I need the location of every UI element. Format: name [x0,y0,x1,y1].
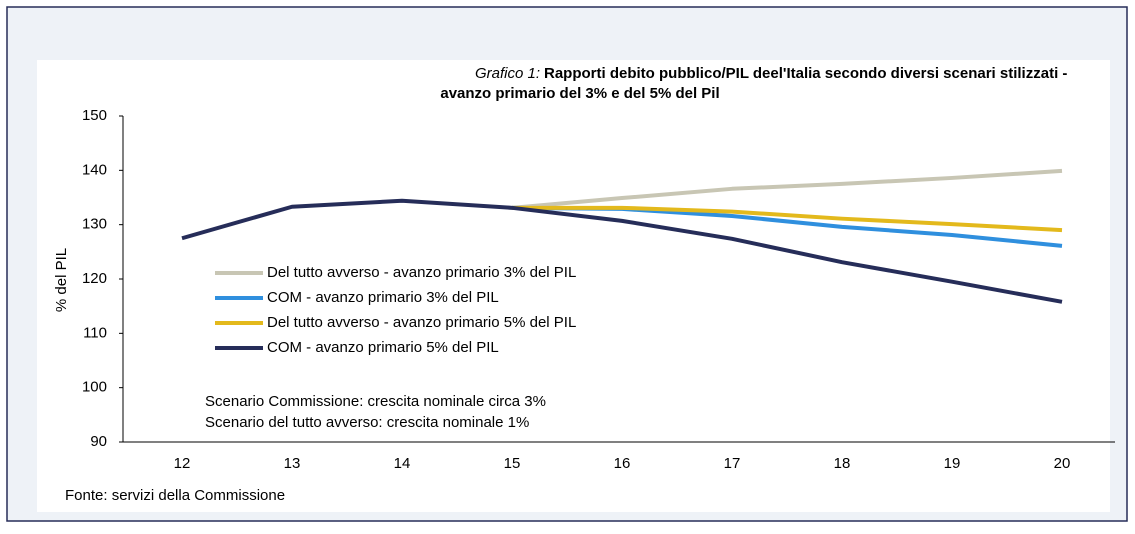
x-tick-label: 12 [174,455,191,472]
series-line [511,168,1063,210]
y-axis-label: % del PIL [53,248,70,312]
note: Scenario Commissione: crescita nominale … [205,393,546,410]
x-tick-label: 13 [284,455,301,472]
x-tick-label: 14 [394,455,411,472]
x-tick-label: 18 [834,455,851,472]
x-tick-label: 20 [1054,455,1071,472]
chart-title: Rapporti debito pubblico/PIL deel'Italia… [544,65,1067,82]
series-line [181,198,1063,304]
note: Scenario del tutto avverso: crescita nom… [205,414,529,431]
source: Fonte: servizi della Commissione [65,487,285,504]
x-tick-label: 17 [724,455,741,472]
y-tick-label: 150 [82,107,107,124]
y-tick-label: 120 [82,270,107,287]
legend-label: COM - avanzo primario 5% del PIL [267,339,499,356]
legend-label: COM - avanzo primario 3% del PIL [267,289,499,306]
y-tick-label: 140 [82,161,107,178]
x-tick-label: 19 [944,455,961,472]
y-tick-label: 130 [82,216,107,233]
legend-label: Del tutto avverso - avanzo primario 3% d… [267,264,576,281]
chart-title: avanzo primario del 3% e del 5% del Pil [440,85,719,102]
x-tick-label: 16 [614,455,631,472]
title-label: Grafico 1: [475,65,540,82]
y-tick-label: 110 [83,324,107,341]
legend-label: Del tutto avverso - avanzo primario 5% d… [267,314,576,331]
y-tick-label: 90 [90,433,107,450]
x-tick-label: 15 [504,455,521,472]
plot-panel [37,60,1110,512]
series-line [512,205,1063,233]
y-tick-label: 100 [82,379,107,396]
